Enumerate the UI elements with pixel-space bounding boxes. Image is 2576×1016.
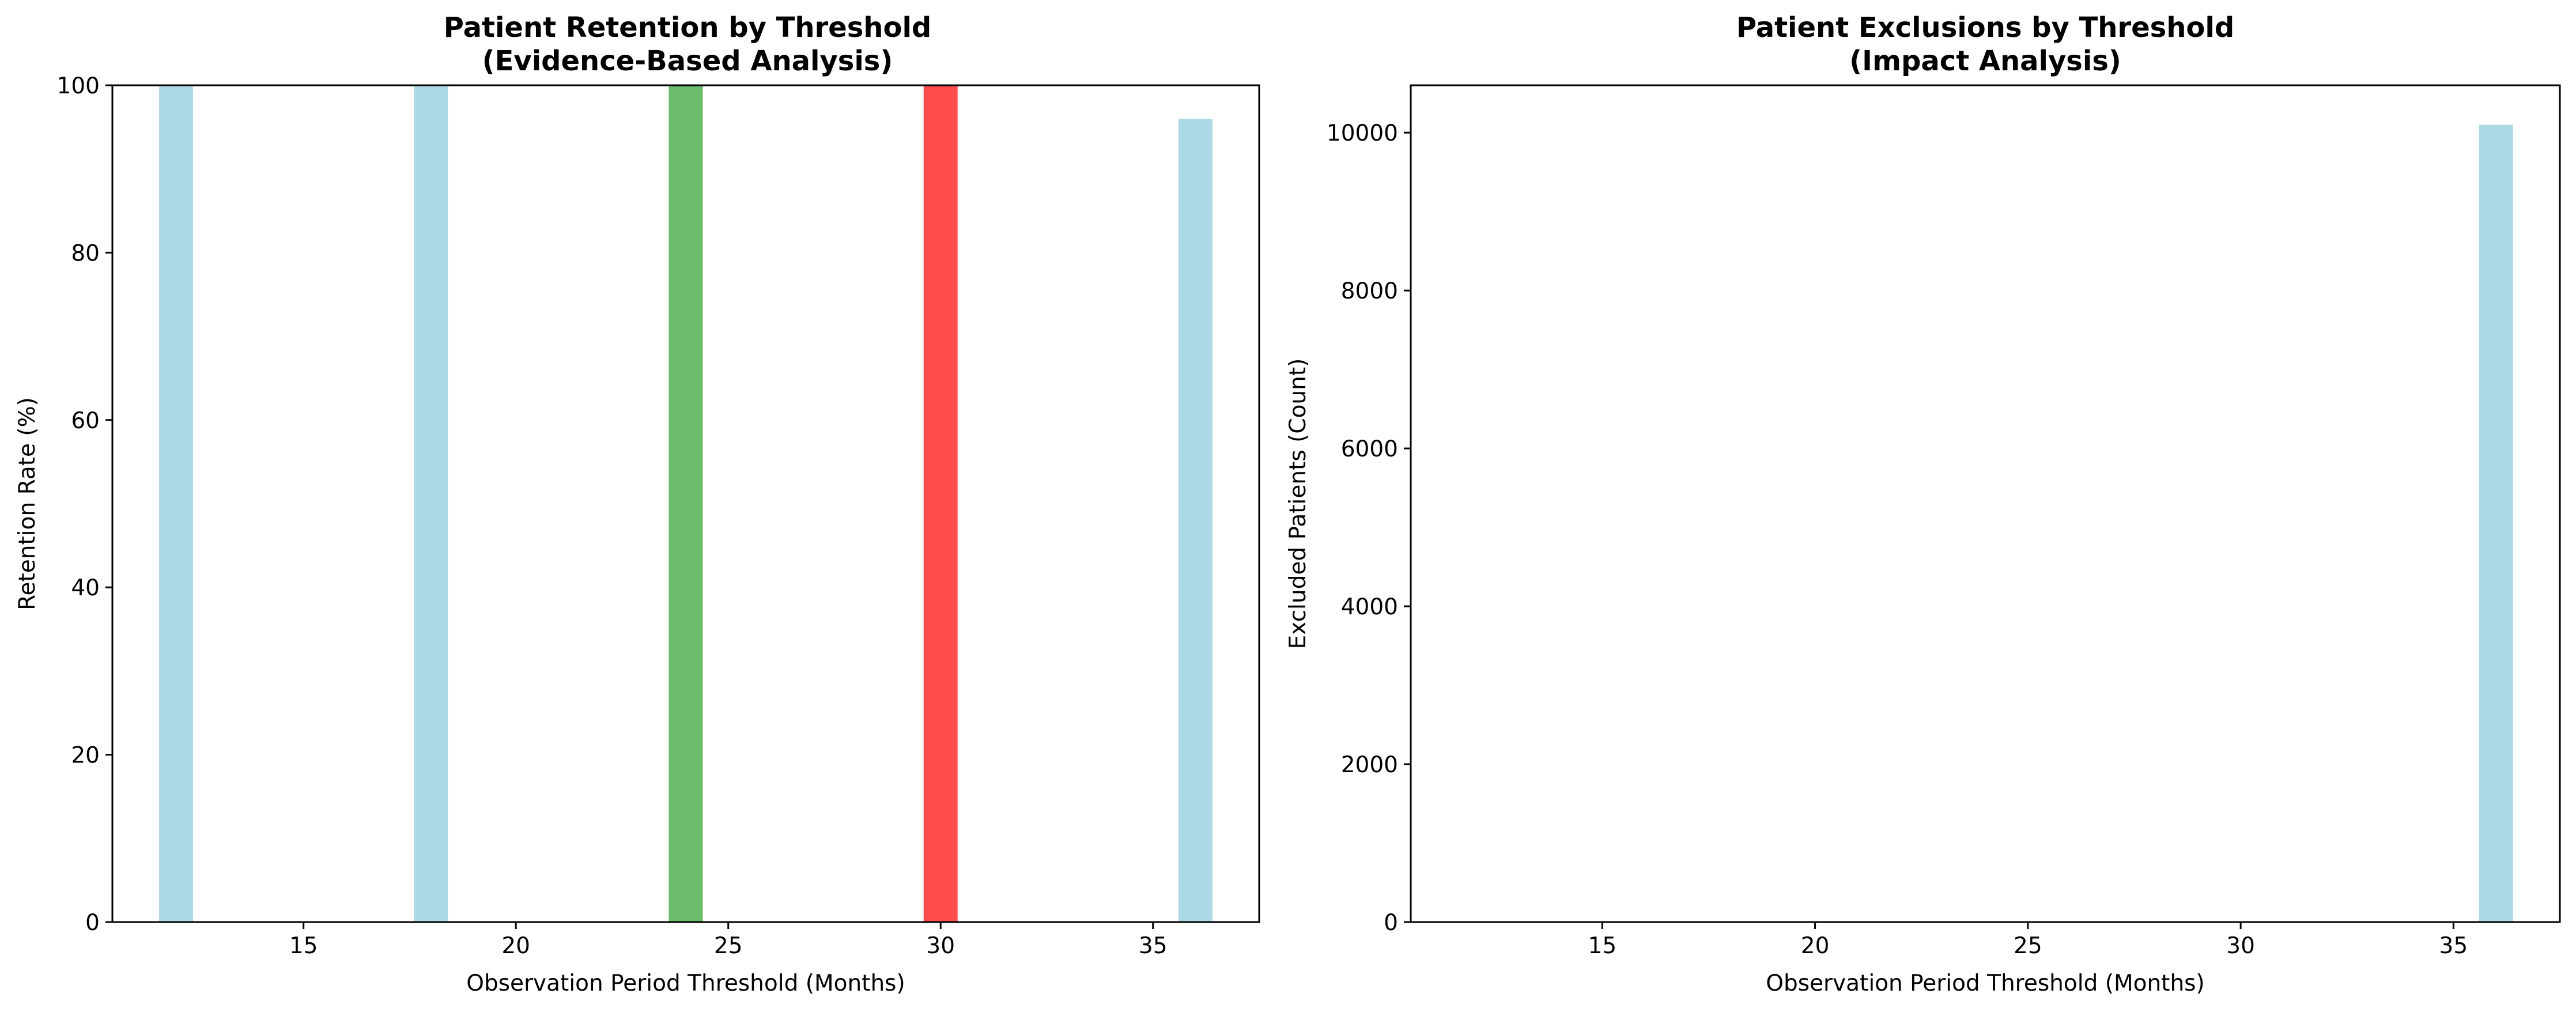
x-tick-label: 35 [2439,933,2468,959]
bar [2479,124,2513,922]
y-tick-label: 40 [71,575,100,601]
y-tick-label: 80 [71,240,100,266]
y-tick-label: 2000 [1341,752,1398,778]
bar-group [159,85,1213,923]
bar [1178,119,1213,923]
bar [414,85,448,922]
x-tick-label: 15 [289,933,318,959]
chart-title: Patient Retention by Threshold [444,12,932,44]
x-axis-ticks: 15 20 25 30 35 [1588,922,2468,959]
y-tick-label: 4000 [1341,594,1398,620]
plot-area-frame [1410,84,2561,923]
y-tick-label: 6000 [1341,436,1398,462]
y-tick-label: 100 [57,73,100,99]
x-axis-ticks: 15 20 25 30 35 [289,922,1168,959]
plot-area-frame [111,84,1260,923]
chart-title: Patient Exclusions by Threshold [1736,12,2234,44]
x-tick-label: 15 [1588,933,1617,959]
x-axis-label: Observation Period Threshold (Months) [1766,970,2204,996]
x-tick-label: 35 [1139,933,1168,959]
bar [159,85,194,922]
x-tick-label: 20 [1801,933,1830,959]
x-axis-label: Observation Period Threshold (Months) [466,970,905,996]
retention-chart: Patient Retention by Threshold (Evidence… [14,12,1260,996]
y-axis-label: Excluded Patients (Count) [1285,358,1311,649]
bar-group [2479,124,2513,922]
bar [668,85,703,922]
y-axis-label: Retention Rate (%) [14,397,40,610]
y-axis-ticks: 0 2000 4000 6000 8000 10000 [1327,120,1411,936]
bar [923,85,958,922]
y-axis-ticks: 0 20 40 60 80 100 [57,73,112,936]
chart-subtitle: (Evidence-Based Analysis) [482,45,893,77]
y-tick-label: 10000 [1327,120,1398,146]
x-tick-label: 25 [2014,933,2042,959]
x-tick-label: 30 [2226,933,2255,959]
y-tick-label: 0 [1384,910,1398,936]
y-tick-label: 20 [71,743,100,769]
y-tick-label: 8000 [1341,278,1398,304]
x-tick-label: 30 [926,933,955,959]
x-tick-label: 25 [714,933,743,959]
x-tick-label: 20 [501,933,530,959]
chart-subtitle: (Impact Analysis) [1849,45,2121,77]
y-tick-label: 0 [85,910,100,936]
y-tick-label: 60 [71,408,100,434]
exclusions-chart: Patient Exclusions by Threshold (Impact … [1285,12,2561,996]
